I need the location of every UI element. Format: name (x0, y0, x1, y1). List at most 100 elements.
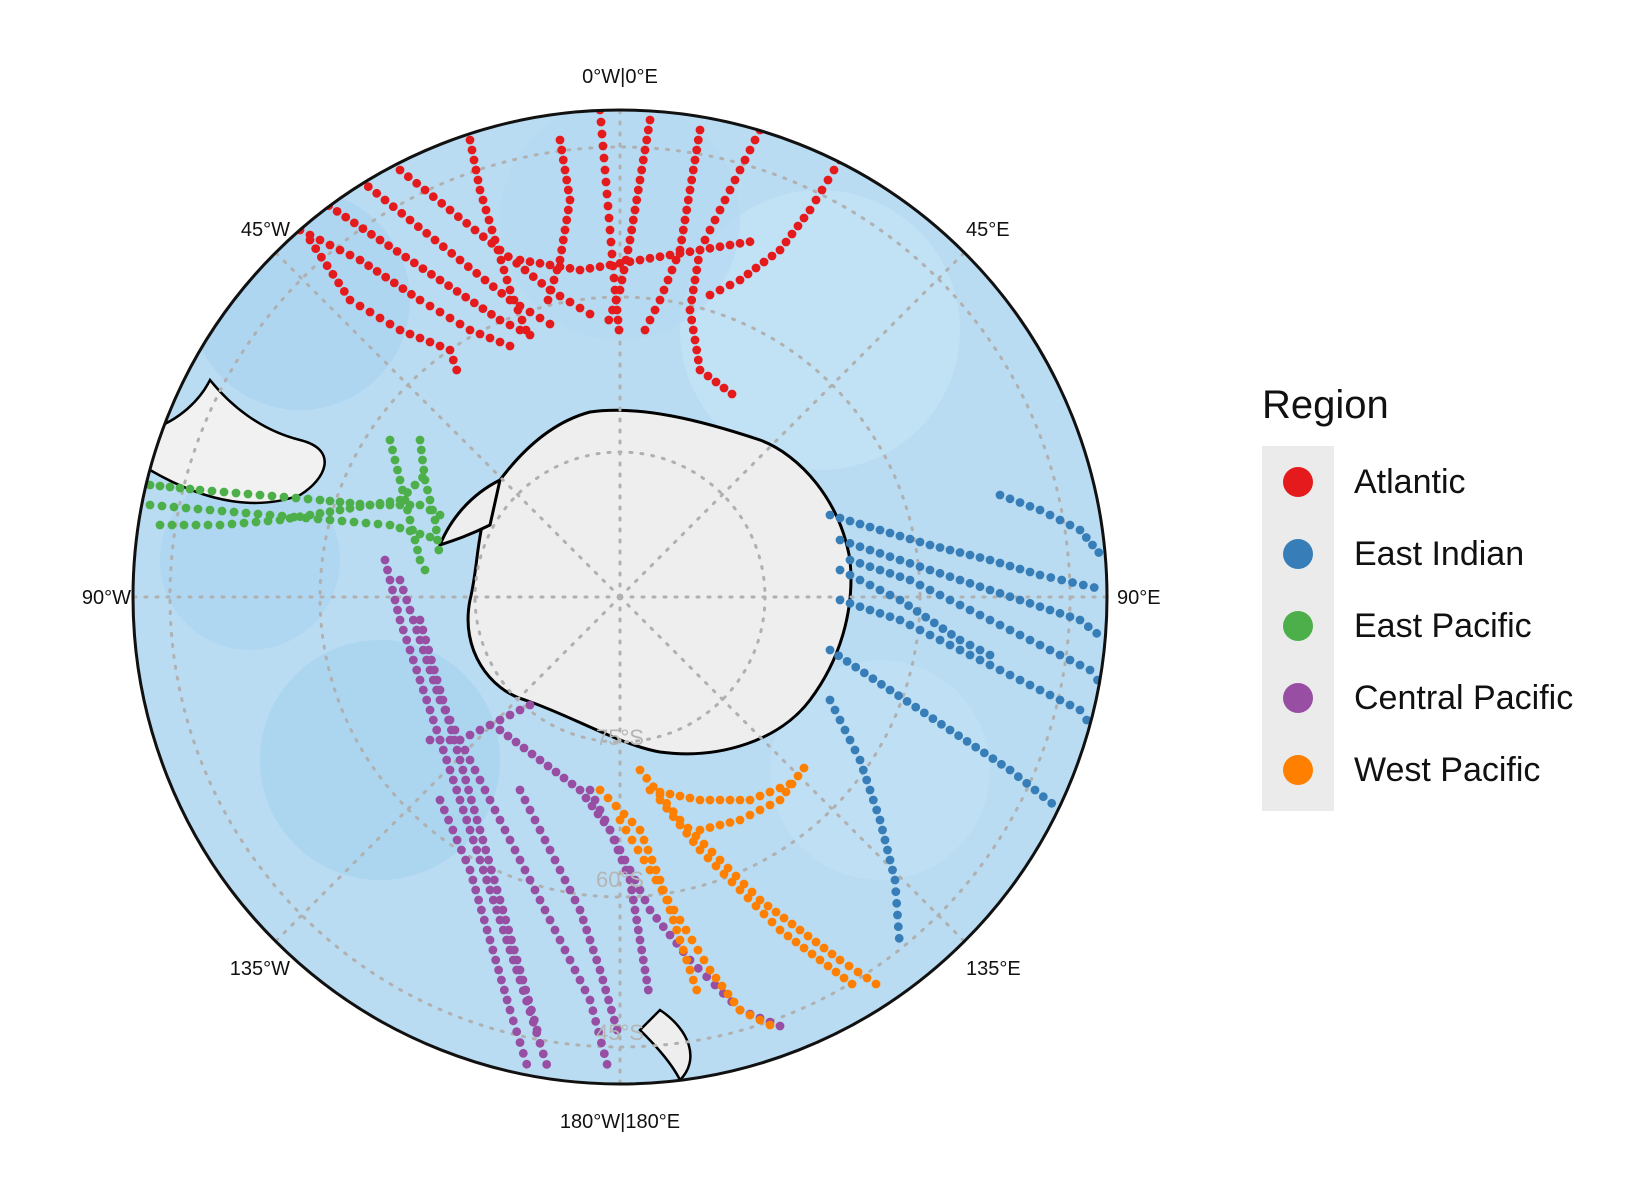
track-point-central-pacific (590, 795, 600, 805)
track-point-east-indian (1022, 778, 1032, 788)
track-point-central-pacific (515, 1038, 525, 1047)
track-point-east-pacific (415, 435, 425, 445)
track-point-west-pacific (715, 820, 725, 830)
track-point-atlantic (687, 175, 697, 185)
track-point-central-pacific (432, 725, 442, 735)
track-point-central-pacific (380, 555, 390, 565)
track-point-east-indian (912, 607, 922, 616)
track-point-east-indian (855, 519, 865, 529)
track-point-west-pacific (751, 901, 761, 911)
track-point-east-pacific (395, 475, 405, 485)
track-point-central-pacific (710, 980, 720, 990)
track-point-central-pacific (515, 785, 525, 795)
track-point-atlantic (367, 229, 376, 239)
track-point-atlantic (555, 255, 565, 265)
track-point-central-pacific (588, 1006, 598, 1016)
track-point-central-pacific (412, 665, 422, 675)
track-point-central-pacific (395, 615, 405, 625)
track-point-west-pacific (785, 779, 795, 789)
track-point-central-pacific (472, 845, 482, 855)
track-point-central-pacific (472, 815, 482, 825)
antarctic-peninsula (437, 477, 503, 548)
track-point-atlantic (575, 303, 585, 313)
track-point-atlantic (585, 309, 595, 319)
track-point-atlantic (471, 165, 481, 175)
track-point-atlantic (720, 195, 730, 205)
track-point-central-pacific (518, 1048, 528, 1058)
track-point-west-pacific (711, 861, 721, 871)
legend-label-atlantic: Atlantic (1354, 462, 1466, 501)
track-point-atlantic (635, 255, 645, 265)
track-point-central-pacific (627, 885, 637, 895)
track-point-west-pacific (619, 809, 629, 819)
track-point-central-pacific (448, 775, 458, 785)
track-point-atlantic (485, 333, 495, 343)
track-point-west-pacific (725, 795, 735, 805)
track-point-atlantic (693, 355, 703, 365)
track-point-atlantic (322, 261, 332, 271)
track-point-atlantic (735, 165, 745, 175)
track-point-central-pacific (588, 945, 598, 955)
track-point-central-pacific (504, 925, 513, 935)
track-point-atlantic (447, 248, 457, 258)
track-point-central-pacific (485, 795, 495, 805)
track-point-atlantic (799, 213, 809, 223)
track-point-central-pacific (395, 575, 405, 585)
track-point-east-pacific (430, 515, 440, 525)
track-point-atlantic (364, 261, 373, 271)
track-point-west-pacific (635, 765, 645, 775)
track-point-east-indian (865, 522, 875, 532)
track-point-east-indian (1075, 705, 1085, 715)
track-point-east-indian (845, 538, 855, 548)
track-point-central-pacific (488, 945, 498, 955)
track-point-east-indian (875, 565, 885, 575)
track-point-central-pacific (479, 915, 489, 925)
track-point-central-pacific (408, 615, 418, 625)
track-point-atlantic (546, 285, 556, 295)
track-point-atlantic (705, 243, 715, 253)
track-point-west-pacific (675, 935, 685, 945)
track-point-atlantic (425, 301, 435, 311)
track-point-east-indian (955, 635, 965, 645)
track-point-atlantic (555, 291, 565, 301)
track-point-east-indian (885, 590, 895, 600)
track-point-central-pacific (535, 1038, 545, 1048)
track-point-atlantic (603, 201, 613, 211)
track-point-east-indian (865, 785, 875, 795)
track-point-central-pacific (630, 905, 640, 915)
legend-swatch-east-pacific (1283, 611, 1313, 641)
track-point-central-pacific (408, 655, 418, 665)
track-point-east-indian (905, 575, 915, 585)
track-point-east-indian (1005, 765, 1015, 775)
track-point-atlantic (630, 205, 640, 215)
track-point-east-pacific (337, 516, 347, 526)
track-point-east-indian (1045, 605, 1055, 615)
track-point-central-pacific (560, 945, 570, 955)
legend: Region Atlantic East Indian East Pacific… (1262, 380, 1573, 811)
track-point-west-pacific (755, 805, 765, 815)
track-point-east-indian (845, 735, 855, 745)
track-point-atlantic (688, 325, 698, 335)
track-point-atlantic (725, 280, 735, 290)
track-point-east-indian (877, 679, 886, 689)
track-point-east-pacific (157, 501, 167, 511)
track-point-atlantic (710, 215, 720, 225)
track-point-atlantic (725, 240, 735, 250)
track-point-atlantic (565, 263, 575, 273)
track-point-atlantic (385, 319, 395, 329)
track-point-east-pacific (375, 498, 385, 508)
track-point-central-pacific (452, 785, 462, 795)
track-point-atlantic (682, 205, 692, 215)
track-point-central-pacific (515, 855, 525, 865)
track-point-central-pacific (551, 767, 561, 777)
track-point-atlantic (637, 165, 647, 175)
track-point-east-indian (965, 550, 975, 560)
track-point-atlantic (418, 264, 428, 273)
track-point-east-pacific (373, 519, 383, 529)
track-point-atlantic (332, 207, 342, 216)
track-point-central-pacific (495, 815, 505, 825)
track-point-central-pacific (465, 730, 475, 740)
track-point-atlantic (596, 117, 606, 127)
track-point-central-pacific (602, 1059, 612, 1069)
track-point-east-pacific (215, 520, 225, 530)
